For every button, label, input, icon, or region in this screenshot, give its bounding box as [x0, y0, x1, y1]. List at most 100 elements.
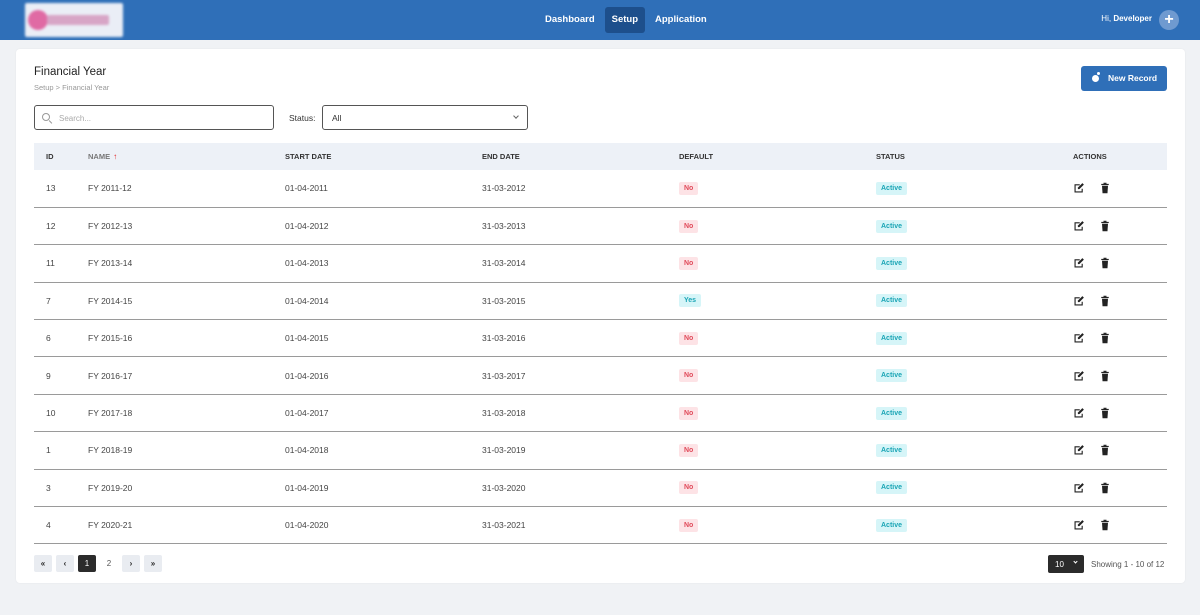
page-2-button[interactable]: 2 [106, 559, 112, 568]
cell-status: Active [876, 245, 1073, 282]
nav-dashboard[interactable]: Dashboard [545, 14, 595, 25]
edit-icon[interactable] [1073, 295, 1085, 307]
prev-page-button[interactable]: ‹ [56, 555, 74, 572]
new-record-button[interactable]: New Record [1081, 66, 1167, 91]
nav-application[interactable]: Application [655, 14, 707, 25]
user-greeting[interactable]: Hi, Developer [1101, 14, 1152, 23]
edit-icon[interactable] [1073, 482, 1085, 494]
cell-actions [1073, 207, 1167, 244]
cell-actions [1073, 320, 1167, 357]
search-field[interactable] [34, 105, 274, 130]
cell-default: No [679, 469, 876, 506]
table-row: 10 FY 2017-18 01-04-2017 31-03-2018 No Active [34, 394, 1167, 432]
trash-icon[interactable] [1099, 295, 1111, 307]
cell-status: Active [876, 320, 1073, 357]
status-badge: Active [876, 481, 908, 495]
content-card: Financial Year Setup > Financial Year Ne… [16, 49, 1185, 583]
table-row: 3 FY 2019-20 01-04-2019 31-03-2020 No Active [34, 469, 1167, 507]
cell-name: FY 2014-15 [88, 295, 133, 306]
trash-icon[interactable] [1099, 257, 1111, 269]
table-row: 4 FY 2020-21 01-04-2020 31-03-2021 No Active [34, 507, 1167, 544]
cell-actions [1073, 357, 1167, 394]
cell-end-date: 31-03-2016 [482, 333, 526, 344]
cell-start-date: 01-04-2016 [285, 370, 329, 381]
plus-circle-icon[interactable]: + [1159, 10, 1179, 30]
col-header-default[interactable]: DEFAULT [679, 152, 714, 161]
page-1-button[interactable]: 1 [78, 555, 96, 572]
nav-setup[interactable]: Setup [604, 7, 646, 33]
cell-default: No [679, 394, 876, 431]
col-header-start-date[interactable]: START DATE [285, 152, 332, 161]
cell-start-date: 01-04-2011 [285, 183, 328, 194]
cell-status: Active [876, 357, 1073, 394]
edit-icon[interactable] [1073, 257, 1085, 269]
trash-icon[interactable] [1099, 407, 1111, 419]
trash-icon[interactable] [1099, 482, 1111, 494]
status-filter-select[interactable]: All [322, 105, 528, 130]
cell-name: FY 2015-16 [88, 333, 133, 344]
status-badge: Active [876, 181, 908, 195]
first-page-button[interactable]: « [34, 555, 52, 572]
cell-end-date: 31-03-2019 [482, 445, 526, 456]
status-badge: Active [876, 256, 908, 270]
cell-id: 1 [46, 445, 51, 456]
cell-name: FY 2017-18 [88, 408, 133, 419]
table-row: 9 FY 2016-17 01-04-2016 31-03-2017 No Active [34, 357, 1167, 395]
per-page-value: 10 [1055, 560, 1064, 569]
cell-status: Active [876, 469, 1073, 506]
cell-default: No [679, 207, 876, 244]
cell-default: No [679, 245, 876, 282]
edit-icon[interactable] [1073, 407, 1085, 419]
last-page-button[interactable]: » [144, 555, 162, 572]
trash-icon[interactable] [1099, 220, 1111, 232]
table-row: 12 FY 2012-13 01-04-2012 31-03-2013 No Active [34, 207, 1167, 245]
default-badge: No [679, 256, 699, 270]
edit-icon[interactable] [1073, 370, 1085, 382]
edit-icon[interactable] [1073, 220, 1085, 232]
next-page-button[interactable]: › [122, 555, 140, 572]
trash-icon[interactable] [1099, 332, 1111, 344]
cell-status: Active [876, 207, 1073, 244]
default-badge: No [679, 518, 699, 532]
pagination: « ‹ 1 2 › » [34, 555, 162, 572]
per-page-select[interactable]: 10 [1048, 555, 1084, 573]
edit-icon[interactable] [1073, 519, 1085, 531]
col-header-name[interactable]: NAME ↑ [88, 143, 285, 170]
status-badge: Active [876, 443, 908, 457]
company-logo[interactable] [25, 3, 123, 37]
edit-icon[interactable] [1073, 444, 1085, 456]
default-badge: No [679, 219, 699, 233]
trash-icon[interactable] [1099, 519, 1111, 531]
cell-default: No [679, 320, 876, 357]
cell-id: 9 [46, 370, 51, 381]
default-badge: No [679, 443, 699, 457]
cell-default: No [679, 170, 876, 207]
trash-icon[interactable] [1099, 370, 1111, 382]
col-header-actions: ACTIONS [1073, 152, 1107, 161]
cell-id: 12 [46, 221, 56, 232]
default-badge: No [679, 331, 699, 345]
edit-icon[interactable] [1073, 332, 1085, 344]
table-row: 6 FY 2015-16 01-04-2015 31-03-2016 No Active [34, 320, 1167, 357]
cell-start-date: 01-04-2012 [285, 221, 329, 232]
trash-icon[interactable] [1099, 182, 1111, 194]
table-row: 13 FY 2011-12 01-04-2011 31-03-2012 No Active [34, 170, 1167, 208]
col-header-id[interactable]: ID [46, 152, 54, 161]
col-header-status[interactable]: STATUS [876, 152, 905, 161]
cell-end-date: 31-03-2018 [482, 408, 526, 419]
cell-start-date: 01-04-2015 [285, 333, 329, 344]
financial-year-table: ID NAME ↑ START DATE END DATE DEFAULT STA… [34, 143, 1167, 544]
search-input[interactable] [59, 110, 259, 126]
breadcrumb: Setup > Financial Year [34, 83, 110, 92]
cell-id: 6 [46, 333, 51, 344]
status-badge: Active [876, 406, 908, 420]
cell-start-date: 01-04-2019 [285, 482, 329, 493]
edit-icon[interactable] [1073, 182, 1085, 194]
col-header-end-date[interactable]: END DATE [482, 152, 520, 161]
search-icon [42, 113, 50, 121]
cell-status: Active [876, 170, 1073, 207]
cell-default: No [679, 432, 876, 469]
new-record-icon [1092, 72, 1100, 82]
sort-up-icon: ↑ [113, 152, 118, 161]
trash-icon[interactable] [1099, 444, 1111, 456]
